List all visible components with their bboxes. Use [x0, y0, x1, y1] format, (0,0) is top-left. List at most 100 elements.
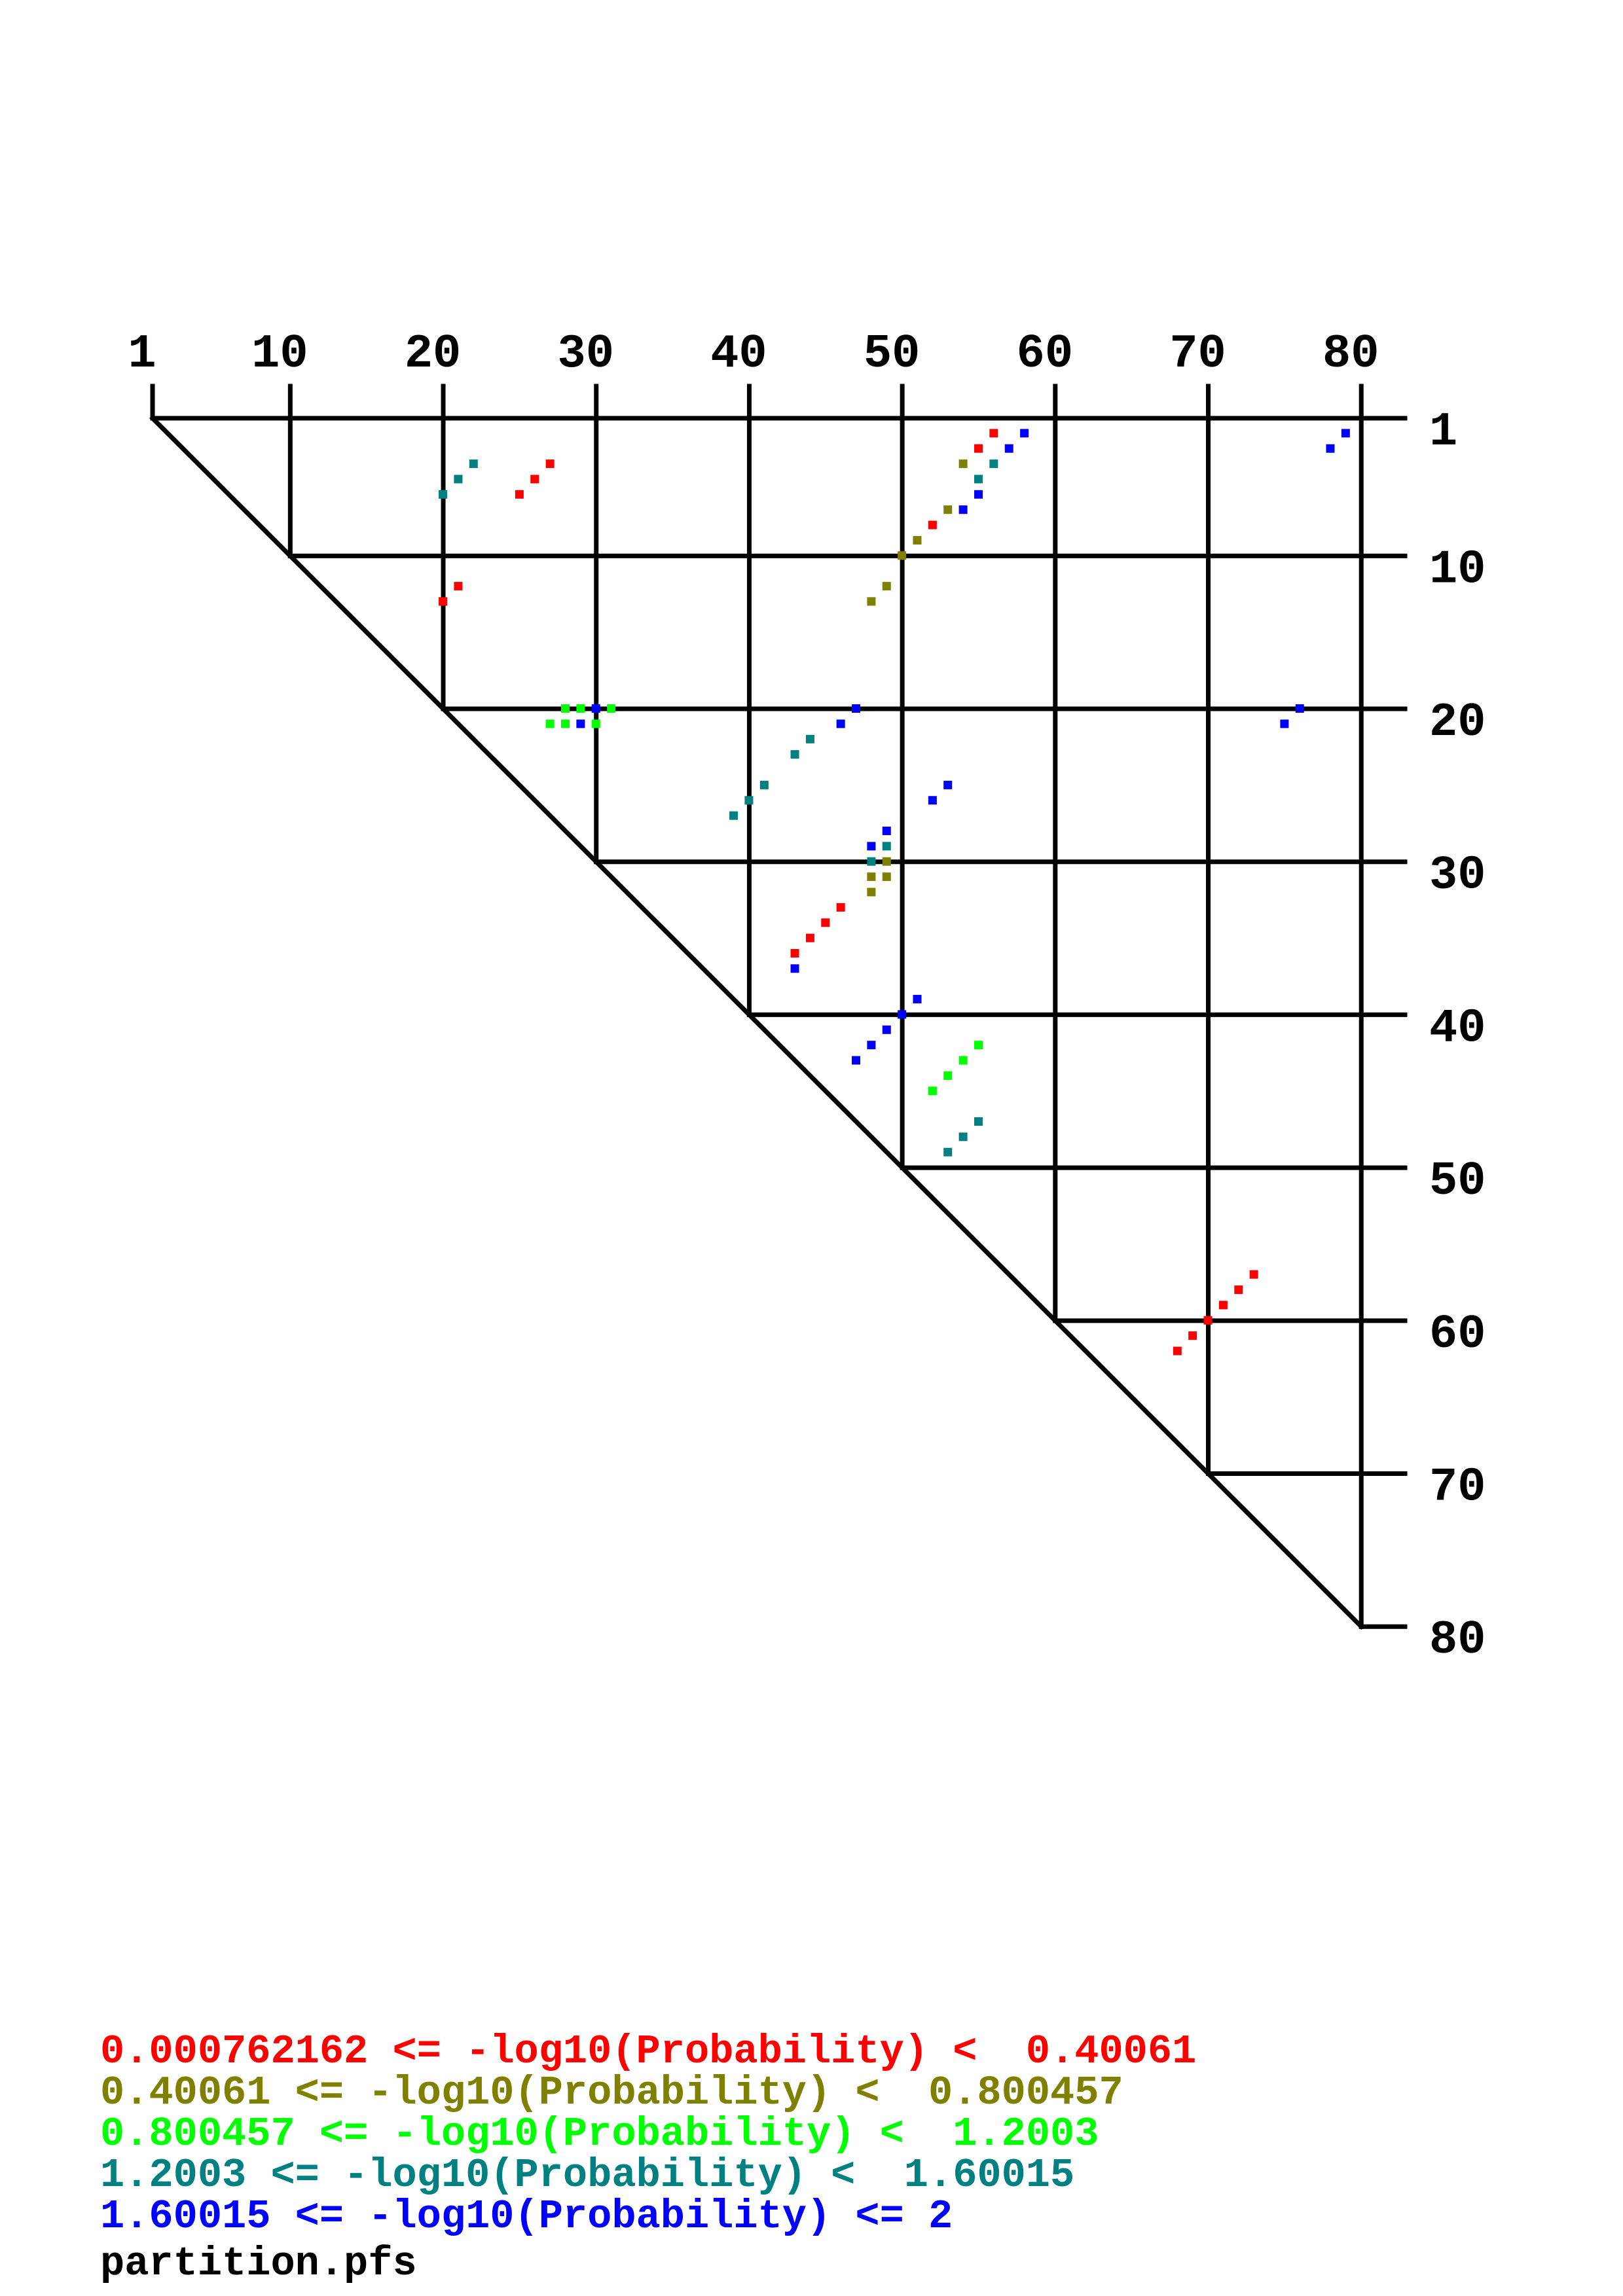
- legend-bin-1: 0.40061 <= -log10(Probability) < 0.80045…: [100, 2070, 1123, 2116]
- dot-27-39: [729, 811, 739, 820]
- dot-25-41: [759, 780, 769, 789]
- x-tick-labels: 1 10 20 30 40 50 60 70 80: [128, 327, 1379, 381]
- dot-6-55: [974, 490, 983, 499]
- dot-42-48: [867, 1041, 876, 1050]
- dot-7-54: [958, 505, 968, 514]
- x-tick-label: 10: [251, 327, 308, 381]
- dot-32-48: [867, 888, 876, 897]
- dot-8-52: [928, 520, 937, 529]
- dot-12-21: [454, 582, 463, 591]
- dot-59-71: [1218, 1300, 1228, 1310]
- dot-20-28: [560, 704, 570, 713]
- legend-bin-0: 0.000762162 <= -log10(Probability) < 0.4…: [100, 2028, 1197, 2075]
- dot-61-69: [1188, 1331, 1197, 1340]
- dot-4-22: [469, 459, 478, 469]
- dot-47-55: [974, 1117, 983, 1126]
- dot-20-30: [591, 704, 600, 713]
- dot-20-31: [607, 704, 616, 713]
- legend-bin-3: 1.2003 <= -log10(Probability) < 1.60015: [100, 2152, 1075, 2198]
- dot-26-40: [744, 796, 754, 805]
- diagonal-line: [149, 415, 1365, 1630]
- dot-37-43: [790, 964, 799, 973]
- dot-21-30: [591, 719, 600, 728]
- dot-6-25: [515, 490, 524, 499]
- dot-2-58: [1020, 429, 1029, 438]
- dot-20-29: [576, 704, 585, 713]
- dot-31-49: [882, 872, 891, 882]
- y-tick-label: 10: [1429, 543, 1486, 596]
- y-tick-labels: 1 10 20 30 40 50 60 70 80: [1429, 405, 1486, 1667]
- dot-44-53: [943, 1071, 953, 1080]
- dot-33-46: [836, 903, 845, 912]
- dot-29-49: [882, 842, 891, 851]
- y-tick-label: 70: [1429, 1461, 1486, 1515]
- dot-58-72: [1234, 1285, 1243, 1295]
- dot-26-52: [928, 796, 937, 805]
- dot-25-53: [943, 780, 953, 789]
- dot-30-48: [867, 857, 876, 866]
- x-tick-label: 60: [1017, 327, 1073, 381]
- dot-7-53: [943, 505, 953, 514]
- dot-4-27: [545, 459, 555, 469]
- dot-20-76: [1295, 704, 1304, 713]
- dot-4-54: [958, 459, 968, 469]
- dot-60-70: [1203, 1316, 1213, 1325]
- x-tick-label: 50: [864, 327, 920, 381]
- dot-5-55: [974, 475, 983, 484]
- dot-22-44: [805, 734, 814, 744]
- dot-3-57: [1004, 444, 1013, 453]
- dot-45-52: [928, 1086, 937, 1096]
- dot-21-46: [836, 719, 845, 728]
- dot-3-55: [974, 444, 983, 453]
- dot-43-54: [958, 1056, 968, 1065]
- dot-4-56: [989, 459, 998, 469]
- dot-29-48: [867, 842, 876, 851]
- x-tick-label: 70: [1169, 327, 1226, 381]
- dot-57-73: [1249, 1270, 1258, 1279]
- y-tick-label: 20: [1429, 696, 1486, 749]
- y-tick-label: 1: [1429, 405, 1457, 459]
- y-tick-label: 40: [1429, 1001, 1486, 1055]
- dot-12-49: [882, 582, 891, 591]
- dot-43-47: [852, 1056, 861, 1065]
- dot-40-50: [898, 1010, 907, 1019]
- y-tick-label: 80: [1429, 1613, 1486, 1667]
- dot-48-54: [958, 1132, 968, 1141]
- dot-35-44: [805, 933, 814, 942]
- dot-30-49: [882, 857, 891, 866]
- legend-bin-4: 1.60015 <= -log10(Probability) <= 2: [100, 2193, 953, 2240]
- dot-41-49: [882, 1025, 891, 1034]
- dot-6-20: [439, 490, 448, 499]
- x-tick-label: 1: [128, 327, 156, 381]
- x-tick-label: 30: [558, 327, 614, 381]
- x-tick-label: 20: [405, 327, 461, 381]
- dot-2-56: [989, 429, 998, 438]
- dot-13-48: [867, 597, 876, 606]
- dot-42-55: [974, 1041, 983, 1050]
- dot-9-51: [913, 535, 922, 545]
- y-tick-label: 50: [1429, 1155, 1486, 1208]
- dot-3-78: [1326, 444, 1335, 453]
- grid-lines: [149, 384, 1408, 1630]
- dot-36-43: [790, 948, 799, 958]
- dot-34-45: [821, 918, 830, 927]
- y-tick-label: 30: [1429, 849, 1486, 903]
- dot-23-43: [790, 750, 799, 759]
- dot-31-48: [867, 872, 876, 882]
- dot-21-27: [545, 719, 555, 728]
- dot-21-75: [1280, 719, 1289, 728]
- x-tick-label: 80: [1322, 327, 1379, 381]
- filename-label: partition.pfs: [100, 2240, 417, 2287]
- dot-28-49: [882, 826, 891, 835]
- dot-21-28: [560, 719, 570, 728]
- dot-49-53: [943, 1147, 953, 1157]
- legend-bin-2: 0.800457 <= -log10(Probability) < 1.2003: [100, 2111, 1099, 2157]
- dot-21-29: [576, 719, 585, 728]
- probability-dots: [439, 429, 1350, 1355]
- dot-10-50: [898, 551, 907, 560]
- dot-20-47: [852, 704, 861, 713]
- y-tick-label: 60: [1429, 1308, 1486, 1361]
- dot-5-26: [530, 475, 539, 484]
- dot-62-68: [1173, 1346, 1182, 1355]
